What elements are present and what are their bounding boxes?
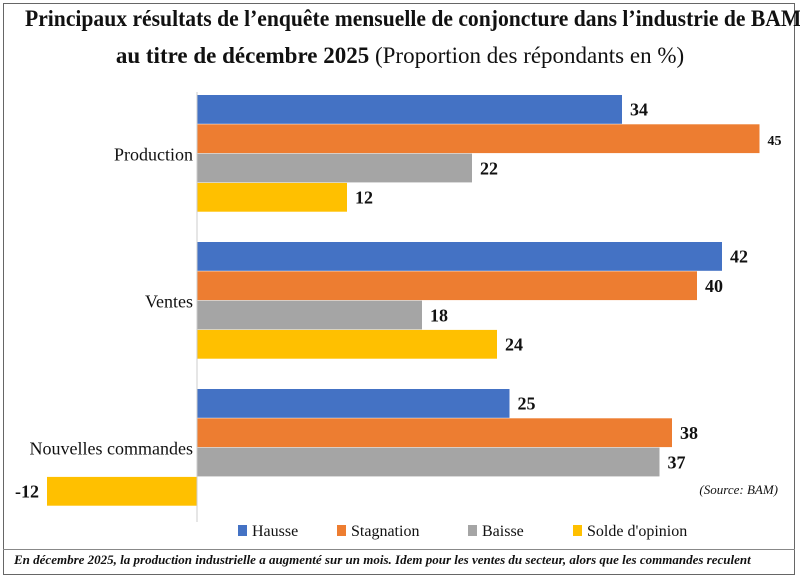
data-label: -12 [15, 482, 39, 502]
bar [197, 95, 622, 124]
legend-label: Hausse [252, 523, 298, 540]
chart-subtitle-line: au titre de décembre 2025 (Proportion de… [0, 43, 800, 71]
chart-frame [3, 3, 795, 550]
bar [197, 447, 660, 477]
bar [197, 300, 422, 330]
legend-swatch [468, 525, 477, 536]
category-label: Nouvelles commandes [30, 439, 193, 459]
caption: En décembre 2025, la production industri… [14, 552, 751, 567]
bar [197, 242, 722, 271]
bar [197, 329, 497, 359]
data-label: 38 [680, 423, 698, 443]
data-label: 45 [768, 134, 782, 149]
data-label: 25 [518, 394, 536, 414]
bar [197, 418, 672, 448]
legend-swatch [238, 525, 247, 536]
data-label: 18 [430, 305, 448, 325]
outer-frame [3, 3, 795, 575]
legend-label: Baisse [482, 523, 524, 540]
bar [197, 153, 472, 183]
legend-swatch [337, 525, 346, 536]
data-label: 34 [630, 100, 648, 120]
bar [197, 182, 347, 212]
bar [197, 389, 510, 418]
legend-label: Stagnation [351, 523, 419, 540]
chart-subtitle: (Proportion des répondants en %) [374, 43, 685, 68]
data-label: 22 [480, 158, 498, 178]
chart-title: Principaux résultats de l’enquête mensue… [25, 6, 800, 31]
chart-title-row: Principaux résultats de l’enquête mensue… [0, 6, 800, 34]
chart-subtitle-wrap: au titre de décembre 2025 (Proportion de… [116, 43, 684, 69]
source-note: (Source: BAM) [699, 482, 778, 497]
legend-swatch [573, 525, 582, 536]
data-label: 42 [730, 247, 748, 267]
legend-label: Solde d'opinion [587, 523, 687, 540]
chart-title-line2: au titre de décembre 2025 [115, 43, 370, 68]
data-label: 12 [355, 188, 373, 208]
bar [47, 476, 197, 506]
bar [197, 124, 760, 154]
bar [197, 271, 697, 301]
data-label: 40 [705, 276, 723, 296]
category-label: Ventes [145, 292, 193, 312]
data-label: 24 [505, 335, 523, 355]
category-label: Production [114, 145, 193, 165]
data-label: 37 [668, 452, 686, 472]
